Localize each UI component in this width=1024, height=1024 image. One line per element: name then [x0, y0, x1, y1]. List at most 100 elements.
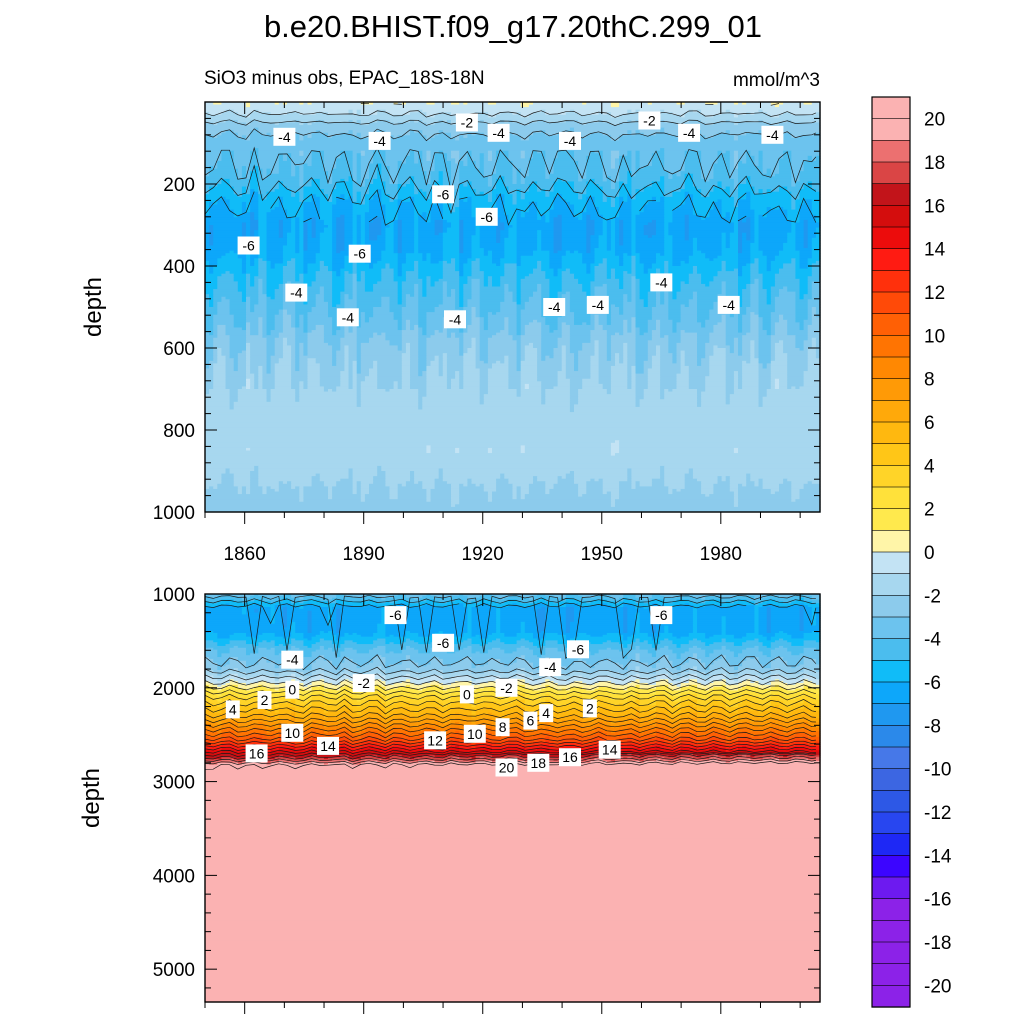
fill-cell [684, 153, 702, 157]
fill-cell [545, 217, 550, 221]
fill-cell [422, 281, 427, 285]
fill-cell [615, 248, 632, 252]
fill-cell [717, 155, 731, 159]
fill-cell [426, 276, 432, 280]
fill-cell [299, 222, 304, 226]
fill-cell [455, 207, 460, 211]
fill-cell [299, 122, 304, 126]
fill-cell [434, 219, 444, 224]
fill-cell [684, 230, 690, 234]
fill-cell [299, 171, 304, 175]
fill-cell [237, 171, 243, 175]
fill-cell [258, 199, 280, 203]
fill-cell [656, 219, 665, 224]
fill-cell [336, 271, 341, 275]
fill-cell [717, 181, 723, 185]
fill-cell [533, 132, 546, 136]
fill-cell [352, 184, 362, 188]
fill-cell [250, 199, 259, 203]
fill-cell [397, 240, 403, 244]
fill-cell [635, 194, 665, 198]
fill-cell [364, 245, 386, 249]
fill-cell [471, 273, 485, 277]
fill-cell [352, 168, 358, 172]
fill-cell [381, 148, 661, 152]
fill-cell [721, 260, 727, 265]
fill-cell [266, 281, 284, 285]
fill-cell [746, 263, 751, 267]
fill-cell [762, 150, 784, 154]
fill-cell [738, 166, 764, 170]
fill-cell [656, 255, 673, 259]
fill-cell [385, 230, 395, 234]
fill-cell [750, 207, 768, 211]
fill-cell [504, 181, 514, 185]
fill-cell [250, 276, 255, 280]
fill-cell [688, 119, 702, 124]
fill-cell [574, 130, 628, 134]
fill-cell [303, 209, 321, 213]
fill-cell [807, 235, 817, 239]
fill-cell [701, 191, 710, 195]
fill-cell [721, 237, 727, 241]
fill-cell [344, 273, 354, 277]
fill-cell [651, 153, 665, 157]
fill-cell [496, 186, 509, 190]
fill-cell [754, 232, 760, 236]
fill-cell [282, 181, 300, 185]
fill-cell [635, 222, 649, 226]
fill-cell [684, 235, 690, 239]
fill-cell [397, 212, 415, 216]
fill-cell [246, 227, 251, 231]
fill-cell [459, 163, 464, 167]
fill-cell [344, 235, 354, 239]
fill-cell [639, 150, 657, 154]
fill-cell [459, 135, 464, 139]
fill-cell [254, 258, 259, 262]
fill-cell [463, 273, 473, 277]
fill-cell [291, 191, 296, 195]
fill-cell [217, 122, 247, 126]
fill-cell [791, 135, 801, 139]
fill-cell [496, 160, 514, 165]
fill-cell [496, 168, 514, 172]
fill-cell [446, 227, 460, 231]
fill-cell [373, 196, 382, 200]
fill-cell [270, 112, 288, 116]
fill-cell [278, 122, 300, 126]
fill-cell [315, 271, 333, 275]
fill-cell [426, 196, 432, 200]
fill-cell [373, 160, 386, 165]
fill-cell [237, 168, 243, 172]
fill-cell [274, 189, 292, 193]
fill-cell [270, 266, 276, 270]
fill-cell [623, 260, 632, 265]
fill-cell [237, 194, 243, 198]
fill-cell [664, 199, 686, 203]
fill-cell [807, 155, 813, 159]
fill-cell [803, 219, 809, 224]
fill-cell [397, 222, 403, 226]
fill-cell [479, 230, 497, 234]
fill-cell [496, 171, 514, 175]
fill-cell [631, 227, 637, 231]
fill-cell [307, 242, 321, 247]
fill-cell [381, 227, 386, 231]
fill-cell [397, 263, 403, 267]
fill-cell [545, 109, 571, 113]
fill-cell [319, 217, 333, 221]
fill-cell [418, 150, 423, 154]
fill-cell [762, 109, 821, 113]
fill-cell [467, 158, 473, 162]
fill-cell [332, 214, 341, 218]
fill-cell [586, 230, 596, 234]
fill-cell [434, 225, 444, 229]
fill-cell [360, 173, 370, 177]
fill-cell [414, 150, 419, 154]
fill-cell [356, 119, 362, 124]
fill-cell [795, 199, 805, 203]
fill-cell [295, 173, 300, 177]
fill-cell [352, 204, 370, 208]
fill-cell [791, 176, 801, 180]
fill-cell [364, 227, 370, 231]
